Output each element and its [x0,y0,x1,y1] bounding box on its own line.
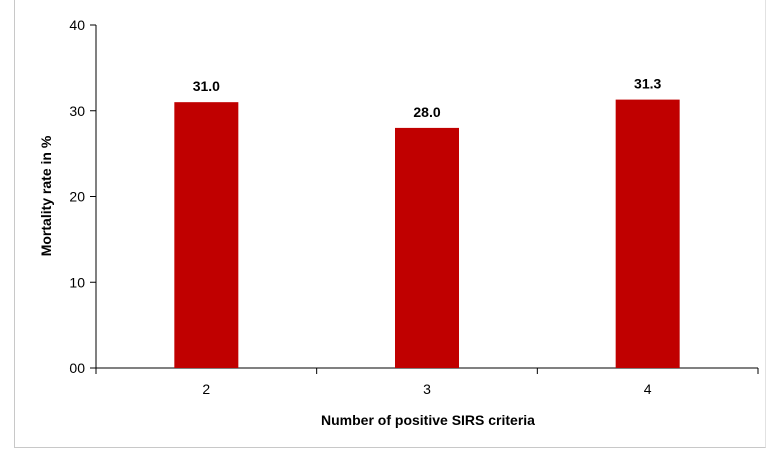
x-tick-label: 2 [202,381,210,397]
y-tick-label: 00 [69,360,85,376]
bar-data-label: 31.3 [634,76,661,92]
bar [395,127,459,369]
bar [174,102,239,369]
y-axis-title: Mortality rate in % [38,135,54,256]
y-tick-label: 40 [69,17,85,33]
y-tick-label: 30 [69,103,85,119]
chart-frame [14,0,766,448]
x-tick-label: 3 [423,381,431,397]
y-axis: 00 10 20 30 40 [69,17,97,376]
bar-data-label: 31.0 [193,78,220,94]
bars [174,99,680,369]
y-tick-label: 20 [69,189,85,205]
bar-data-label: 28.0 [413,104,440,120]
data-labels: 31.0 28.0 31.3 [193,76,662,120]
x-tick-label: 4 [644,381,652,397]
x-axis: 2 3 4 [95,367,759,397]
bar [615,99,680,368]
y-tick-label: 10 [69,274,85,290]
x-axis-title: Number of positive SIRS criteria [321,412,535,428]
